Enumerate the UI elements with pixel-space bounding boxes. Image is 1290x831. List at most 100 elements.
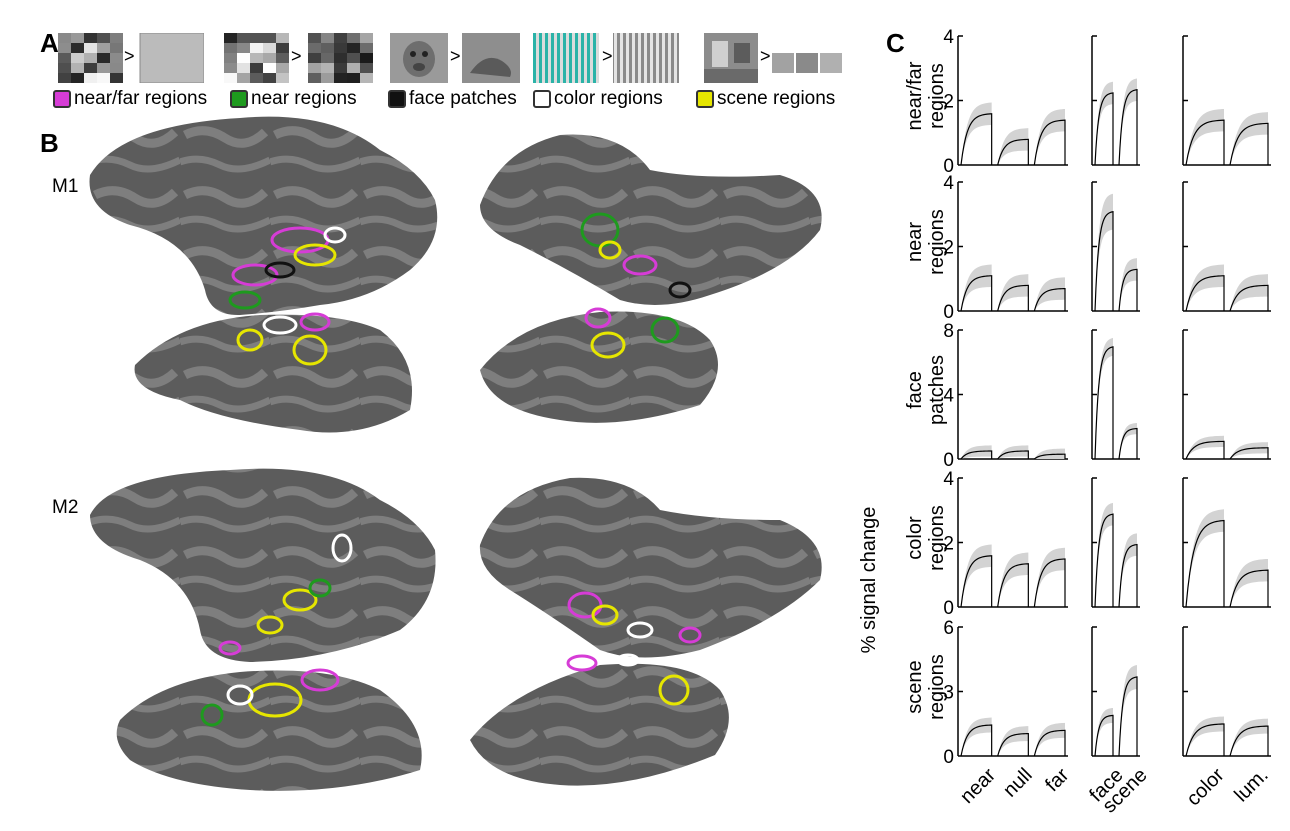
checker-cell	[84, 43, 97, 53]
legend-scene: scene regions	[696, 88, 835, 110]
checker-cell	[84, 53, 97, 63]
y-tick-label: 4	[943, 469, 954, 490]
error-band	[997, 726, 1029, 756]
error-band	[1119, 78, 1137, 165]
monkey-label-m2: M2	[52, 497, 79, 518]
checker-cell	[308, 43, 321, 53]
signal-trace	[1033, 287, 1066, 312]
error-band	[961, 264, 992, 311]
checker-cell	[58, 73, 71, 83]
signal-trace	[1033, 119, 1066, 166]
checker-cell	[224, 53, 237, 63]
error-band	[1186, 716, 1224, 756]
checker-cell	[347, 73, 360, 83]
signal-trace	[1094, 210, 1114, 312]
y-tick-label: 4	[943, 27, 954, 48]
checker-cell	[97, 73, 110, 83]
checker-cell	[71, 63, 84, 73]
legend-label-face: face patches	[409, 88, 517, 109]
checker-cell	[334, 63, 347, 73]
error-band	[1230, 718, 1268, 756]
signal-trace	[960, 113, 993, 166]
y-tick-label: 3	[943, 683, 954, 704]
y-tick-label: 2	[943, 92, 954, 113]
scene-swatch	[696, 90, 714, 108]
checker-cell	[347, 53, 360, 63]
error-band	[1119, 533, 1137, 607]
signal-trace	[1229, 569, 1269, 608]
brain-m2-left-lateral	[90, 468, 436, 662]
checker-cell	[276, 63, 289, 73]
checker-cell	[360, 53, 373, 63]
checker-cell	[71, 53, 84, 63]
error-band	[1095, 81, 1113, 165]
y-tick-label: 0	[943, 450, 954, 471]
greater-than-1: >	[124, 46, 135, 66]
error-band	[1095, 337, 1113, 459]
checker-cell	[110, 73, 123, 83]
checker-cell	[347, 33, 360, 43]
checker-cell	[347, 43, 360, 53]
legend-face: face patches	[388, 88, 517, 110]
error-band	[1119, 258, 1137, 311]
checker-cell	[237, 33, 250, 43]
y-tick-label: 4	[943, 173, 954, 194]
panel-b-letter: B	[40, 128, 59, 158]
greater-than-5: >	[760, 46, 771, 66]
signal-trace	[1118, 676, 1138, 757]
signal-trace	[960, 555, 993, 608]
greater-than-3: >	[450, 46, 461, 66]
checker-cell	[71, 33, 84, 43]
signal-trace	[1033, 729, 1066, 757]
legend-near-far: near/far regions	[53, 88, 207, 110]
checker-cell	[263, 53, 276, 63]
error-band	[1095, 502, 1113, 607]
signal-trace	[997, 138, 1029, 166]
y-tick-label: 8	[943, 321, 954, 342]
checker-cell	[110, 53, 123, 63]
checker-cell	[224, 43, 237, 53]
signal-trace	[1118, 268, 1138, 312]
error-band	[1230, 442, 1268, 459]
checker-cell	[224, 73, 237, 83]
checker-cell	[110, 63, 123, 73]
checker-cell	[97, 63, 110, 73]
checker-cell	[308, 33, 321, 43]
y-axis-title: % signal change	[858, 506, 880, 654]
greater-than-4: >	[602, 46, 613, 66]
legend-near: near regions	[230, 88, 357, 110]
legend-label-scene: scene regions	[717, 88, 836, 109]
checker-cell	[224, 63, 237, 73]
checker-cell	[360, 73, 373, 83]
x-category-label: lum.	[1230, 764, 1272, 806]
signal-trace	[960, 724, 993, 757]
y-tick-label: 0	[943, 302, 954, 323]
face-swatch	[388, 90, 406, 108]
x-category-label: null	[999, 764, 1037, 802]
signal-trace	[1094, 346, 1114, 460]
checker-cell	[321, 73, 334, 83]
checker-cell	[58, 43, 71, 53]
checker-cell	[263, 33, 276, 43]
checker-cell	[360, 33, 373, 43]
y-tick-label: 0	[943, 598, 954, 619]
brain-m2-left-ventral	[116, 668, 422, 791]
checker-cell	[58, 33, 71, 43]
x-category-label: far	[1041, 764, 1073, 796]
checker-cell	[263, 43, 276, 53]
stimulus-near-far	[58, 33, 204, 83]
signal-trace	[1229, 122, 1269, 166]
signal-trace	[960, 275, 993, 312]
checker-cell	[321, 53, 334, 63]
near-far-swatch	[53, 90, 71, 108]
signal-trace	[1094, 92, 1114, 166]
error-band	[1186, 264, 1224, 311]
checker-cell	[58, 63, 71, 73]
monkey-label-m1: M1	[52, 176, 79, 197]
checker-cell	[71, 73, 84, 83]
signal-trace	[1033, 558, 1066, 608]
y-tick-label: 0	[943, 747, 954, 768]
brain-m1-right-lateral	[480, 134, 822, 305]
signal-trace	[1185, 275, 1225, 312]
